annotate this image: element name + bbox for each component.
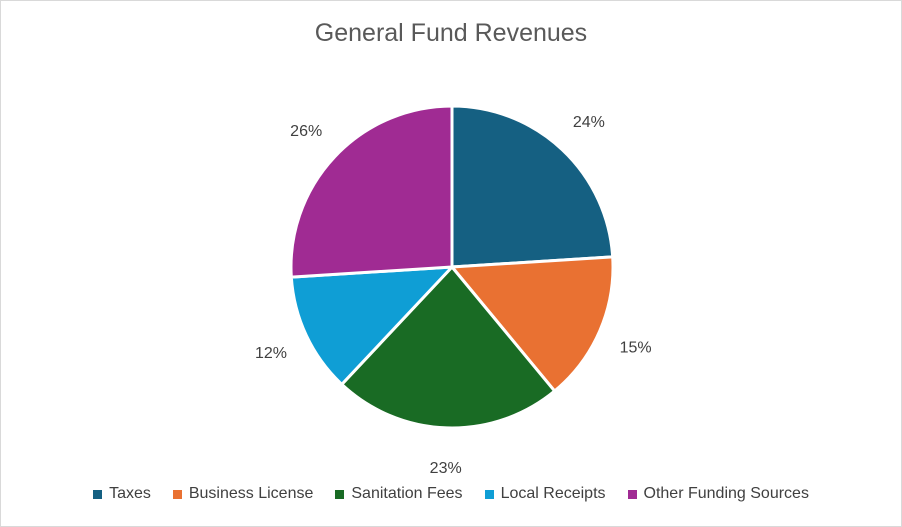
legend-item-taxes: Taxes	[93, 485, 151, 503]
legend-label: Sanitation Fees	[351, 485, 463, 502]
legend-swatch	[172, 489, 182, 499]
pie-slice-local-receipts	[289, 265, 456, 387]
data-label-sanitation-fees: 23%	[430, 460, 462, 477]
pie-slice-taxes	[450, 104, 615, 269]
chart-title: General Fund Revenues	[314, 19, 588, 47]
data-label-taxes: 24%	[573, 114, 605, 131]
legend-item-other-funding-sources: Other Funding Sources	[627, 485, 809, 503]
legend-label: Other Funding Sources	[643, 485, 809, 502]
legend-swatch	[335, 489, 345, 499]
legend-label: Local Receipts	[500, 485, 606, 502]
legend-swatch	[93, 489, 103, 499]
data-label-other-funding-sources: 26%	[290, 123, 322, 140]
pie-slice-business-license	[448, 255, 615, 394]
chart-legend: Taxes Business License Sanitation Fees Loca…	[1, 485, 901, 503]
legend-swatch	[484, 489, 494, 499]
pie-slice-sanitation-fees	[339, 264, 557, 430]
legend-item-sanitation-fees: Sanitation Fees	[335, 485, 463, 503]
legend-item-business-license: Business License	[172, 485, 314, 503]
legend-swatch	[627, 489, 637, 499]
data-label-local-receipts: 12%	[255, 345, 287, 362]
legend-label: Taxes	[109, 485, 151, 502]
pie-slice-other-funding-sources	[289, 104, 454, 279]
data-label-business-license: 15%	[620, 339, 652, 356]
legend-item-local-receipts: Local Receipts	[484, 485, 606, 503]
legend-label: Business License	[188, 485, 314, 502]
